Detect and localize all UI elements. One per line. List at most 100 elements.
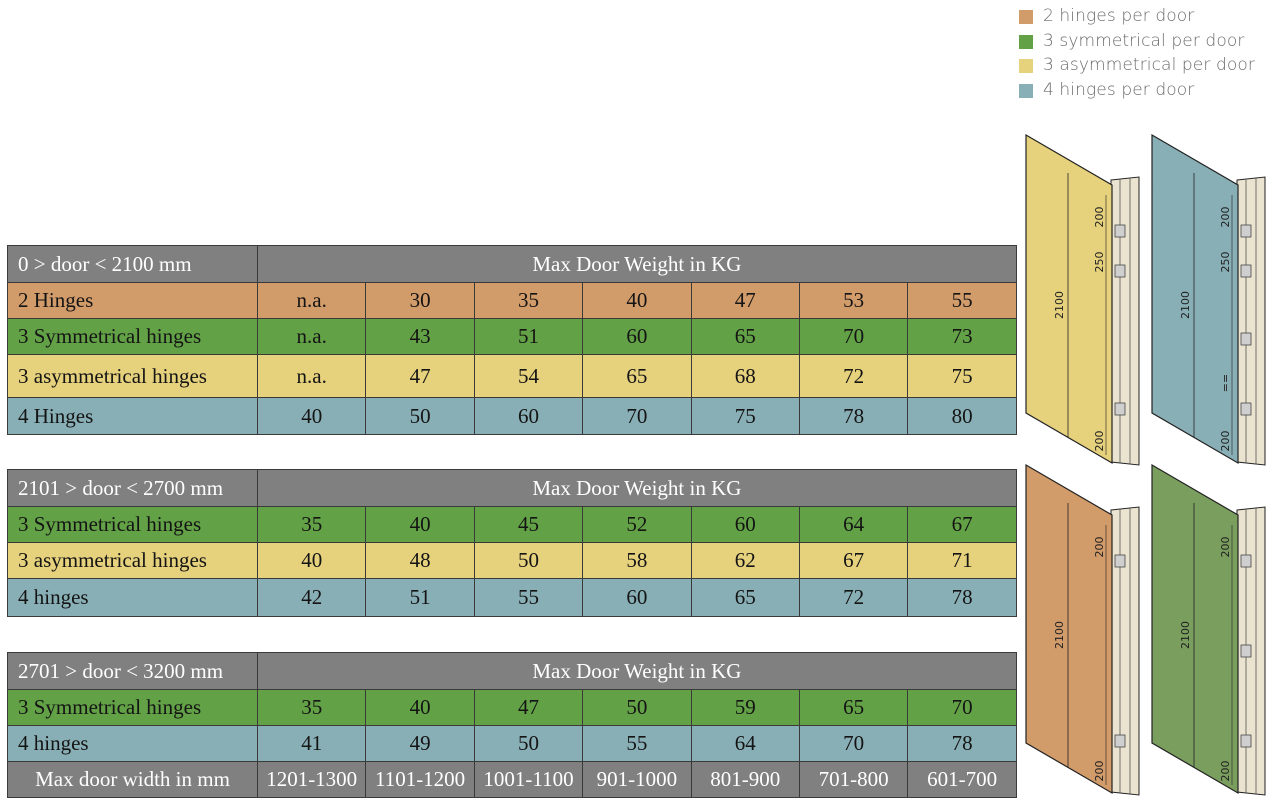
- cell: 40: [256, 542, 367, 579]
- cell: 60: [690, 506, 800, 543]
- cell: 65: [798, 689, 909, 726]
- row-label: 3 Symmetrical hinges: [7, 318, 258, 355]
- door-leaf: [1151, 133, 1239, 465]
- legend-item-two-hinges: 2 hinges per door: [1019, 4, 1255, 29]
- cell: 50: [582, 689, 692, 726]
- max-weight-header: Max Door Weight in KG: [257, 652, 1017, 690]
- legend-item-three-symmetrical: 3 symmetrical per door: [1019, 29, 1255, 54]
- height-dimension-label: 2100: [1179, 291, 1192, 319]
- legend: 2 hinges per door 3 symmetrical per door…: [1019, 4, 1255, 102]
- cell: 78: [907, 578, 1017, 617]
- table-row: 3 Symmetrical hinges 35 40 47 50 59 65 7…: [7, 689, 1017, 726]
- bottom-offset-label: 200: [1219, 761, 1232, 782]
- cell: 55: [473, 578, 584, 617]
- cell: 73: [907, 318, 1017, 355]
- cell: 50: [473, 725, 584, 762]
- cell: 48: [365, 542, 475, 579]
- cell: 40: [256, 397, 367, 435]
- cell: 47: [690, 282, 800, 319]
- cell: 50: [473, 542, 584, 579]
- table-header-row: 0 > door < 2100 mm Max Door Weight in KG: [7, 245, 1017, 283]
- three-asymmetrical-door: 2100 200 250 200: [1025, 133, 1140, 466]
- bottom-offset-label: 200: [1219, 431, 1232, 452]
- cell: 72: [798, 578, 909, 617]
- cell: 78: [798, 397, 909, 435]
- door-leaf: [1025, 133, 1113, 465]
- hinge-icon: [1240, 644, 1252, 658]
- height-dimension-label: 2100: [1179, 621, 1192, 649]
- door-height-range: 0 > door < 2100 mm: [7, 245, 258, 283]
- cell: 80: [907, 397, 1017, 435]
- cell: 68: [690, 354, 800, 398]
- hinge-icon: [1240, 332, 1252, 346]
- cell: 51: [473, 318, 584, 355]
- cell: 67: [907, 506, 1017, 543]
- cell: n.a.: [256, 282, 367, 319]
- door-leaf: [1025, 463, 1113, 795]
- top-offset-label: 200: [1219, 207, 1232, 228]
- cell: 54: [473, 354, 584, 398]
- cell: 62: [690, 542, 800, 579]
- legend-swatch-green: [1019, 34, 1033, 49]
- cell: 35: [256, 506, 367, 543]
- two-hinges-door: 2100 200 200: [1025, 463, 1140, 796]
- cell: 1001-1100: [473, 761, 584, 798]
- cell: 601-700: [907, 761, 1017, 798]
- cell: 70: [907, 689, 1017, 726]
- cell: 1101-1200: [365, 761, 475, 798]
- cell: 43: [365, 318, 475, 355]
- cell: 50: [365, 397, 475, 435]
- hinge-icon: [1240, 554, 1252, 568]
- hinge-icon: [1240, 734, 1252, 748]
- cell: n.a.: [256, 354, 367, 398]
- table-header-row: 2101 > door < 2700 mm Max Door Weight in…: [7, 469, 1017, 507]
- hinge-icon: [1114, 554, 1126, 568]
- door-frame: [1110, 176, 1140, 466]
- cell: 52: [582, 506, 692, 543]
- cell: 42: [256, 578, 367, 617]
- cell: 70: [798, 725, 909, 762]
- cell: 70: [582, 397, 692, 435]
- cell: 71: [907, 542, 1017, 579]
- cell: 40: [582, 282, 692, 319]
- cell: 60: [582, 578, 692, 617]
- max-weight-header: Max Door Weight in KG: [257, 469, 1017, 507]
- cell: 65: [690, 578, 800, 617]
- table-row: 4 Hinges 40 50 60 70 75 78 80: [7, 397, 1017, 435]
- hinge-icon: [1114, 224, 1126, 238]
- cell: 701-800: [798, 761, 909, 798]
- cell: 41: [256, 725, 367, 762]
- door-frame: [1236, 176, 1266, 466]
- cell: 49: [365, 725, 475, 762]
- cell: 55: [907, 282, 1017, 319]
- bottom-offset-label: 200: [1093, 431, 1106, 452]
- cell: 70: [798, 318, 909, 355]
- hinge-icon: [1114, 734, 1126, 748]
- door-height-range: 2701 > door < 3200 mm: [7, 652, 258, 690]
- door-frame: [1110, 506, 1140, 796]
- cell: 40: [365, 506, 475, 543]
- cell: 65: [690, 318, 800, 355]
- three-symmetrical-door: 2100 200 200: [1151, 463, 1266, 796]
- cell: 78: [907, 725, 1017, 762]
- max-width-row: Max door width in mm 1201-1300 1101-1200…: [7, 761, 1017, 798]
- legend-item-four-hinges: 4 hinges per door: [1019, 78, 1255, 103]
- row-label: Max door width in mm: [7, 761, 258, 798]
- cell: 40: [365, 689, 475, 726]
- cell: 64: [690, 725, 800, 762]
- row-label: 3 asymmetrical hinges: [7, 542, 258, 579]
- table-header-row: 2701 > door < 3200 mm Max Door Weight in…: [7, 652, 1017, 690]
- cell: 47: [473, 689, 584, 726]
- row-label: 3 Symmetrical hinges: [7, 689, 258, 726]
- table-row: 3 Symmetrical hinges 35 40 45 52 60 64 6…: [7, 506, 1017, 543]
- cell: 51: [365, 578, 475, 617]
- row-label: 3 asymmetrical hinges: [7, 354, 258, 398]
- cell: 64: [798, 506, 909, 543]
- row-label: 4 hinges: [7, 578, 258, 617]
- row-label: 3 Symmetrical hinges: [7, 506, 258, 543]
- max-weight-header: Max Door Weight in KG: [257, 245, 1017, 283]
- hinge-spacing-label: 250: [1093, 252, 1106, 273]
- row-label: 4 Hinges: [7, 397, 258, 435]
- cell: 53: [798, 282, 909, 319]
- table-row: 3 asymmetrical hinges 40 48 50 58 62 67 …: [7, 542, 1017, 579]
